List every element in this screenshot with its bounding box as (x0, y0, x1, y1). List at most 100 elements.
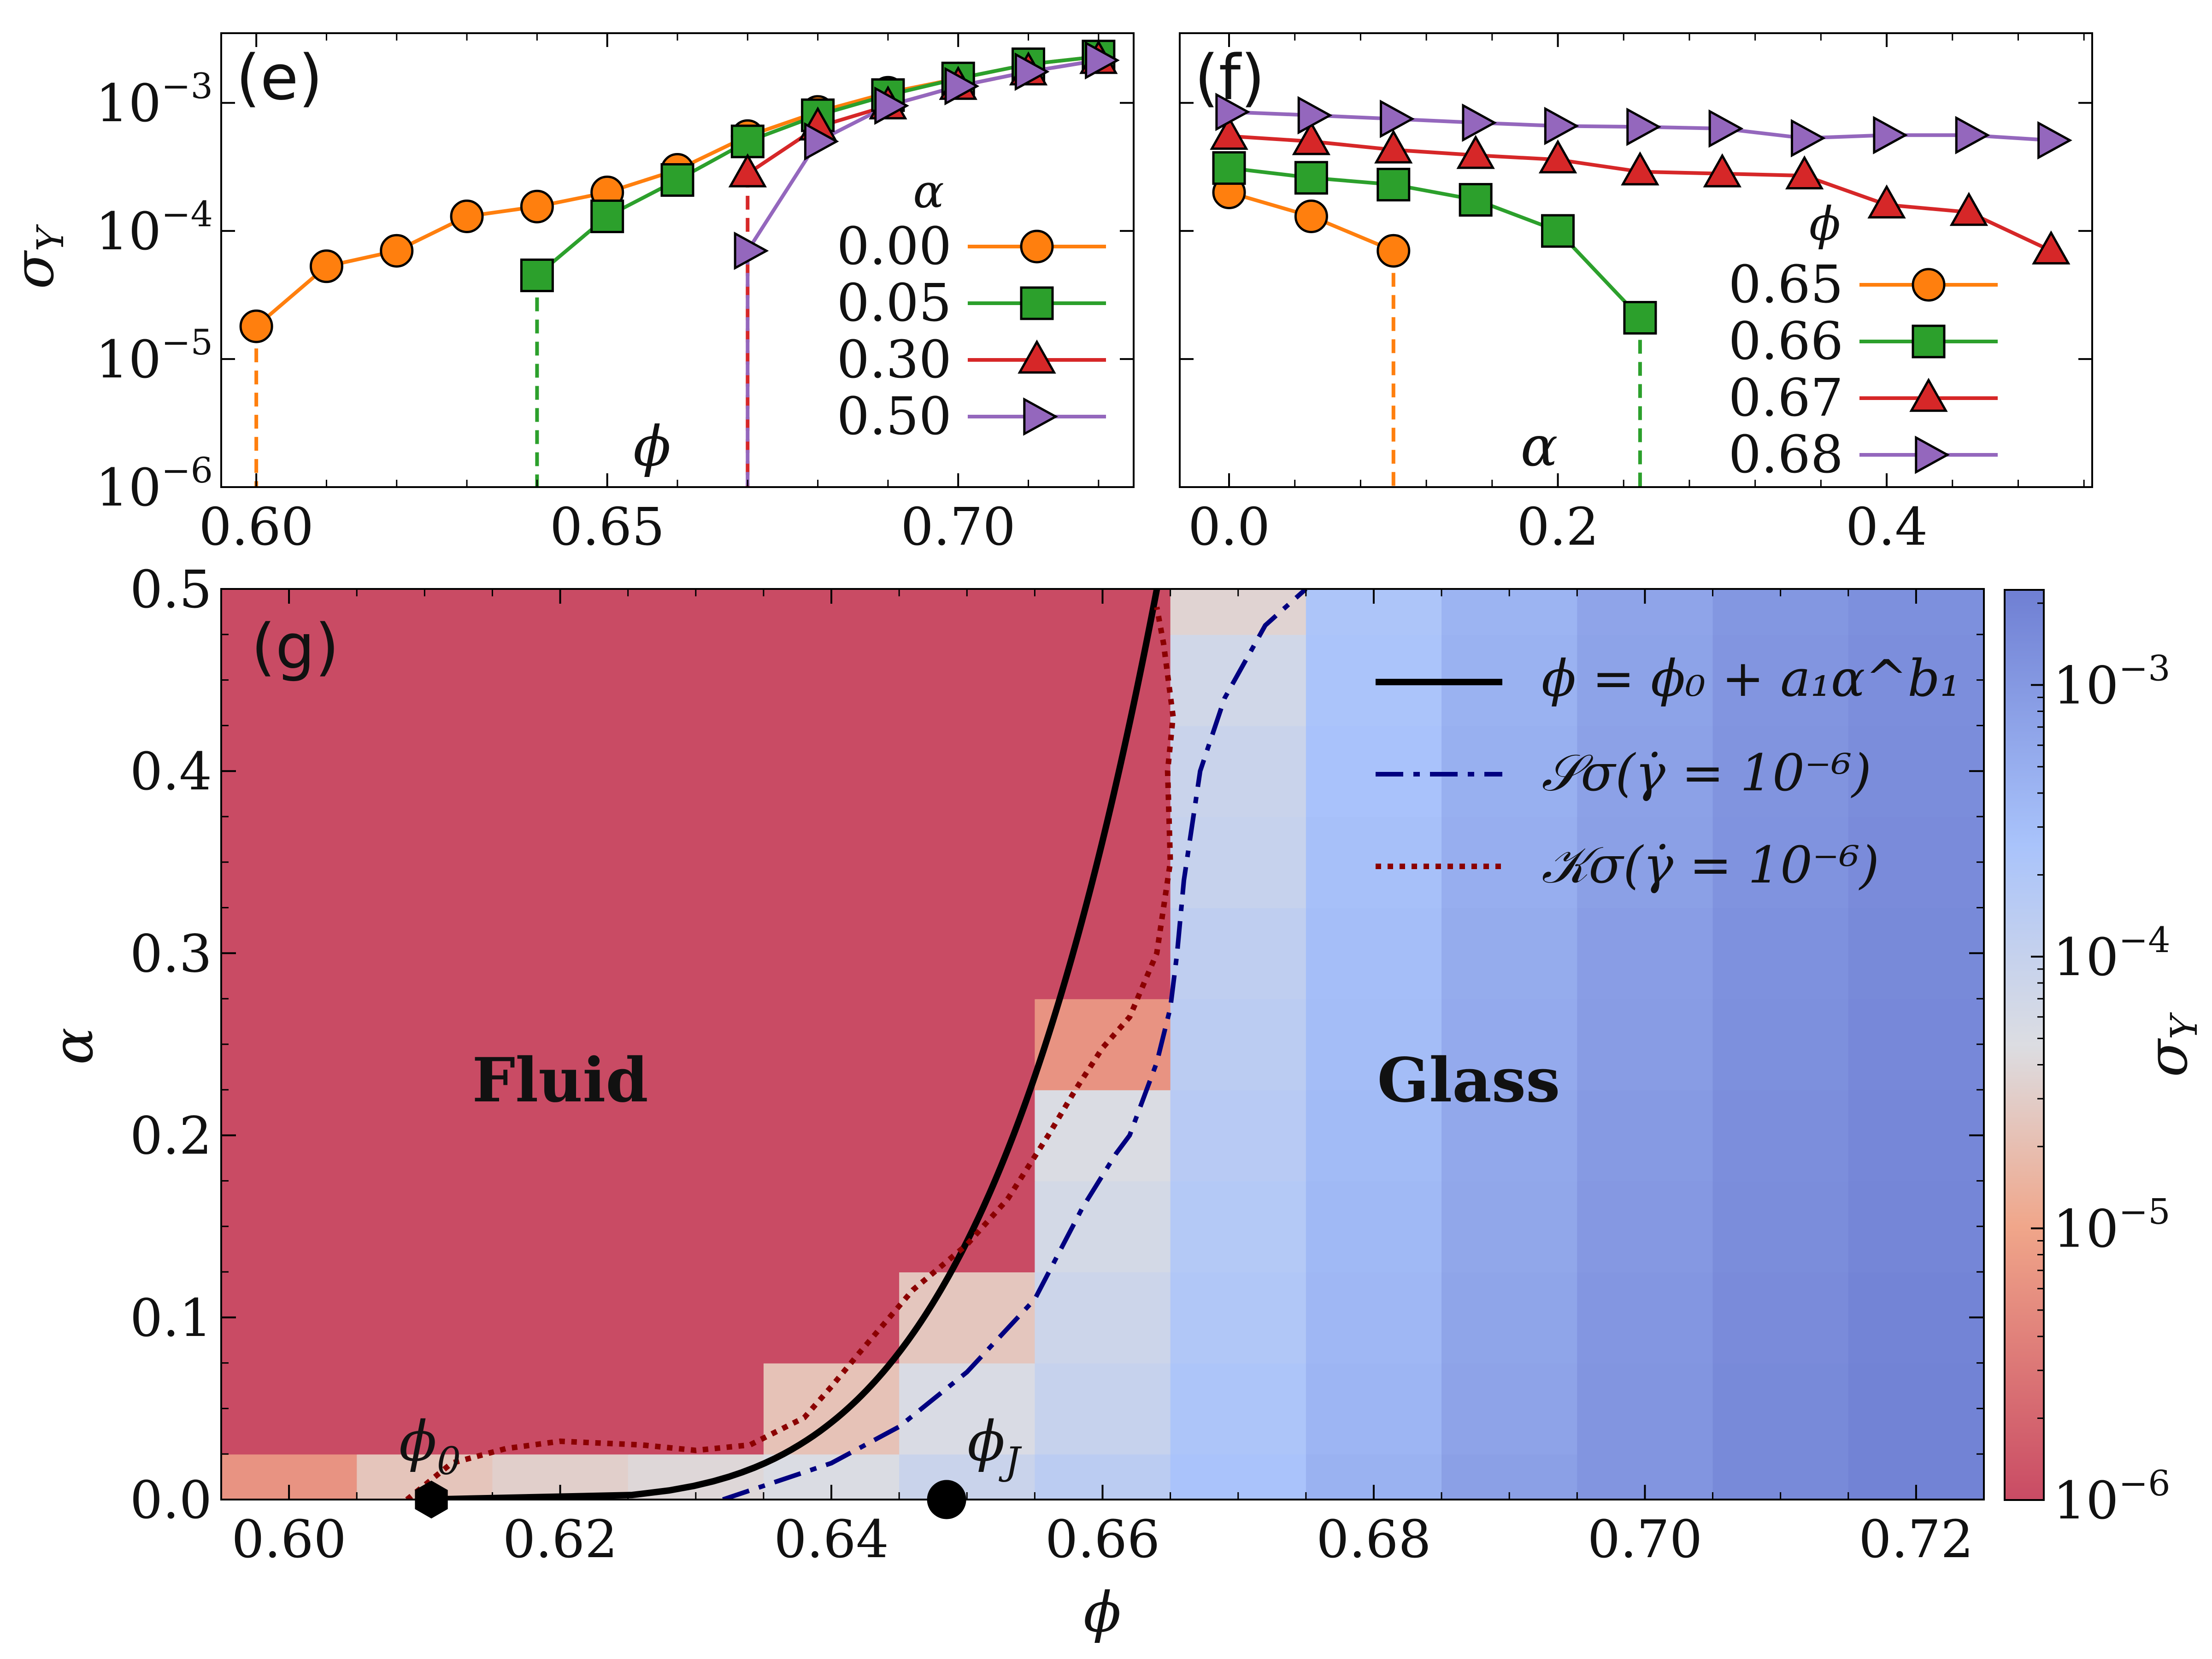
heatmap-cell (221, 999, 358, 1090)
e-series-1-point (660, 163, 694, 197)
heatmap-cell (1441, 1272, 1578, 1364)
heatmap-cell (492, 1089, 629, 1182)
heatmap-cell (1712, 999, 1849, 1090)
heatmap-cell (221, 1363, 358, 1455)
heatmap-cell (899, 634, 1035, 726)
g-ytick-label-5: 0.5 (130, 560, 212, 620)
f-series-3-point (1873, 116, 1908, 154)
marker-label-1: ϕJ (967, 1410, 1022, 1483)
heatmap-cell (492, 907, 629, 1000)
heatmap-cell (1441, 589, 1578, 635)
f-series-1-point (1212, 151, 1246, 185)
heatmap-cell (1035, 1089, 1171, 1182)
heatmap-cell (1848, 1181, 1984, 1272)
e-series-1-point (590, 199, 624, 233)
heatmap (221, 589, 1984, 1500)
e-legend-label-0: 0.00 (837, 217, 952, 276)
ytick-exp: −6 (161, 450, 213, 491)
colorbar-tick-base: 10 (2053, 1199, 2119, 1259)
heatmap-cell (357, 817, 493, 908)
panel-f: 0.0 0.2 0.4 (f) α ϕ 0.650.660.670.68 (1179, 32, 2093, 557)
f-series-1-point (1541, 214, 1575, 248)
e-ytick-label-2: 10−4 (95, 194, 213, 262)
heatmap-cell (1712, 817, 1849, 908)
colorbar-tick-exp: −3 (2119, 647, 2171, 688)
heatmap-cell (1306, 907, 1442, 1000)
f-xtick-label-2: 0.4 (1846, 497, 1928, 557)
panel-g-legend: ϕ = ϕ₀ + a₁α^b₁ 𝒮σ(γ̇ = 10⁻⁶) 𝒦σ(γ̇ = 10… (1376, 649, 1960, 894)
panel-f-legend-title: ϕ (1809, 197, 1841, 251)
colorbar-tick-label-2: 10−4 (2053, 919, 2171, 988)
heatmap-cell (899, 907, 1035, 1000)
e-ytick-label-3: 10−3 (95, 65, 213, 134)
f-series-1-point (1623, 301, 1657, 335)
marker-label-0: ϕ0 (399, 1410, 461, 1483)
heatmap-cell (899, 817, 1035, 908)
svg-text:σY: σY (2136, 1012, 2206, 1077)
colorbar-tick-base: 10 (2053, 928, 2119, 988)
e-series-3-point (874, 86, 909, 125)
e-series-0-point (239, 309, 273, 343)
colorbar-label: σY (2136, 1012, 2206, 1077)
heatmap-cell (221, 1181, 358, 1272)
g-xtick-label-5: 0.70 (1588, 1510, 1702, 1570)
f-series-2-point (1785, 155, 1824, 189)
heatmap-cell (1848, 999, 1984, 1090)
panel-e-legend: α 0.000.050.300.50 (837, 165, 1106, 447)
colorbar-label-sub: Y (2163, 1012, 2206, 1039)
f-series-2-point (1538, 139, 1577, 174)
e-legend-marker-3 (1023, 397, 1058, 436)
heatmap-cell (628, 1272, 764, 1364)
heatmap-cell (1170, 999, 1306, 1090)
panel-e-frame (220, 32, 1135, 488)
g-ytick-label-4: 0.4 (130, 742, 212, 802)
heatmap-cell (763, 999, 900, 1090)
heatmap-cell (1035, 1272, 1171, 1364)
ytick-base: 10 (95, 330, 161, 390)
panel-g-xlabel: ϕ (1083, 1581, 1121, 1645)
panel-e-xlabel: ϕ (633, 415, 671, 479)
fit-curve (424, 589, 1160, 1500)
region-label-glass: Glass (1377, 1045, 1560, 1116)
heatmap-cell (221, 1272, 358, 1364)
legend-fit-line-label: ϕ = ϕ₀ + a₁α^b₁ (1541, 649, 1960, 708)
heatmap-cell (1306, 817, 1442, 908)
heatmap-cell (221, 907, 358, 1000)
heatmap-cell (1848, 1363, 1984, 1455)
f-series-2-point (1703, 153, 1741, 188)
g-ytick-label-3: 0.3 (130, 924, 212, 984)
heatmap-cell (1577, 1363, 1713, 1455)
f-series-0-point (1294, 199, 1328, 233)
colorbar-tick-exp: −4 (2119, 919, 2171, 960)
ytick-exp: −5 (161, 322, 213, 363)
g-xtick-label-4: 0.68 (1316, 1510, 1431, 1570)
heatmap-cell (1035, 725, 1171, 817)
heatmap-cell (628, 817, 764, 908)
k-sigma-curve (405, 606, 1176, 1500)
f-series-2-point (2032, 230, 2071, 265)
heatmap-cell (221, 1089, 358, 1182)
heatmap-cell (1848, 907, 1984, 1000)
f-series-3-point (1380, 100, 1415, 138)
heatmap-cell (1170, 1272, 1306, 1364)
heatmap-cell (1035, 1181, 1171, 1272)
heatmap-cell (1712, 907, 1849, 1000)
panel-e-background (221, 33, 1134, 487)
heatmap-cell (763, 1272, 900, 1364)
heatmap-cell (357, 1181, 493, 1272)
colorbar-tick-label-3: 10−3 (2053, 647, 2171, 716)
marker-label-symbol: ϕ (399, 1410, 437, 1474)
heatmap-cell (357, 1272, 493, 1364)
heatmap-cell (1712, 634, 1849, 726)
heatmap-cell (1441, 1363, 1578, 1455)
f-series-3-point (1215, 93, 1251, 131)
heatmap-cell (1848, 725, 1984, 817)
f-xtick-label-0: 0.0 (1188, 497, 1270, 557)
heatmap-cell (763, 725, 900, 817)
panel-f-label: (f) (1194, 41, 1265, 114)
ytick-exp: −3 (161, 65, 213, 106)
heatmap-cell (357, 725, 493, 817)
heatmap-cell (1441, 907, 1578, 1000)
f-series-3-point (1462, 103, 1497, 142)
